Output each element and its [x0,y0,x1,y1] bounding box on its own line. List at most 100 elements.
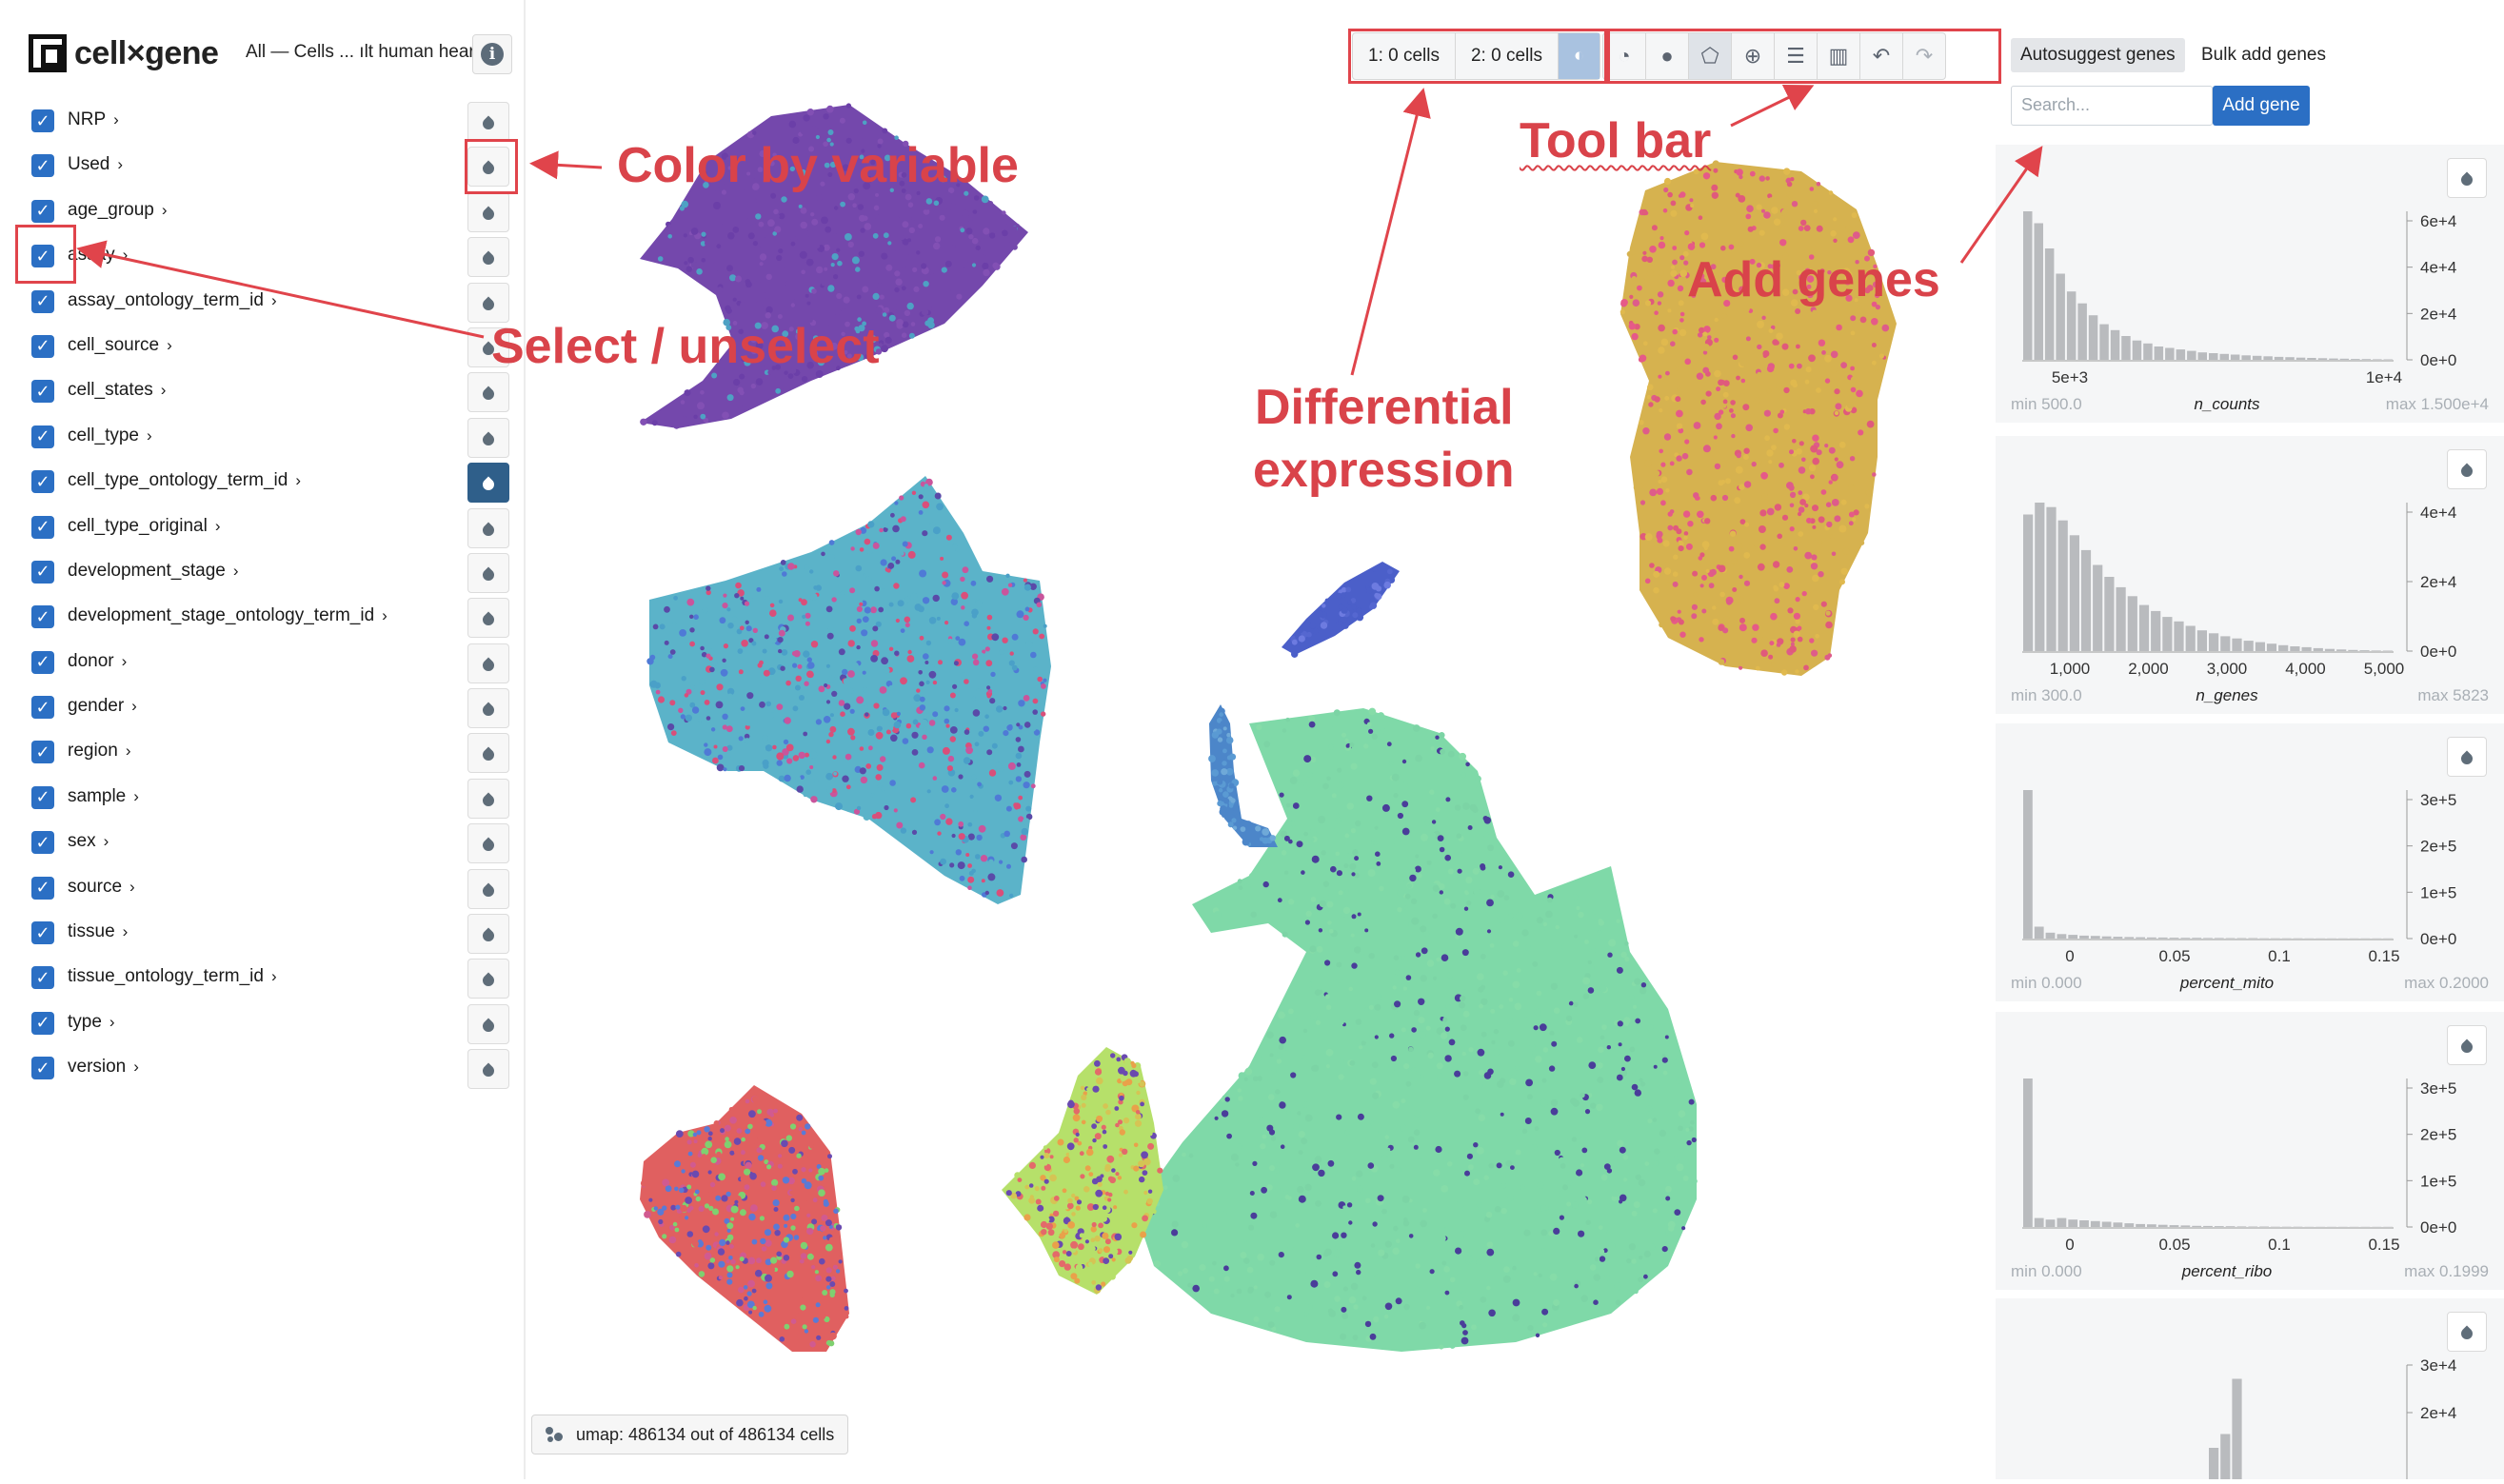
category-checkbox[interactable]: ✓ [31,1012,54,1035]
category-checkbox[interactable]: ✓ [31,109,54,132]
color-by-button[interactable] [467,779,509,819]
category-checkbox[interactable]: ✓ [31,651,54,674]
dataset-info-button[interactable]: i [472,34,512,74]
category-row[interactable]: ✓ development_stage_ontology_term_id› [0,595,524,640]
embedding-selector[interactable]: umap: 486134 out of 486134 cells [531,1415,848,1454]
category-checkbox[interactable]: ✓ [31,425,54,448]
category-row[interactable]: ✓ assay_ontology_term_id› [0,280,524,325]
category-row[interactable]: ✓ gender› [0,685,524,730]
color-by-button[interactable] [467,508,509,548]
category-row[interactable]: ✓ tissue› [0,911,524,956]
category-row[interactable]: ✓ source› [0,866,524,911]
color-by-button[interactable] [467,869,509,909]
category-label[interactable]: development_stage› [68,561,239,582]
category-checkbox[interactable]: ✓ [31,696,54,719]
color-by-button[interactable] [467,283,509,323]
color-by-button[interactable] [467,418,509,458]
histogram-color-by-button[interactable] [2447,737,2487,777]
category-checkbox[interactable]: ✓ [31,921,54,944]
category-label[interactable]: cell_type_ontology_term_id› [68,470,301,491]
category-label[interactable]: cell_type› [68,425,152,446]
category-label[interactable]: gender› [68,696,137,717]
gene-search-input[interactable] [2012,87,2212,123]
category-row[interactable]: ✓region› [0,730,524,775]
tab-bulk-add-genes[interactable]: Bulk add genes [2192,38,2335,72]
histogram-color-by-button[interactable] [2447,158,2487,198]
category-label[interactable]: sex› [68,831,109,852]
category-checkbox[interactable]: ✓ [31,877,54,900]
color-by-button[interactable] [467,688,509,728]
embedding-area[interactable]: 1: 0 cells 2: 0 cells ◐ ◔ ● ⬠ ⊕ ☰ ▥ ↶ ↷ … [526,0,1982,1479]
category-checkbox[interactable]: ✓ [31,831,54,854]
category-checkbox[interactable]: ✓ [31,380,54,403]
color-by-button[interactable] [467,102,509,142]
category-row[interactable]: ✓ cell_type_ontology_term_id› [0,460,524,505]
category-row[interactable]: ✓ sex› [0,821,524,865]
category-row[interactable]: ✓assay› [0,234,524,279]
color-by-button[interactable] [467,1049,509,1089]
category-row[interactable]: ✓ cell_type_original› [0,505,524,550]
category-label[interactable]: assay› [68,245,128,266]
histogram-color-by-button[interactable] [2447,1025,2487,1065]
color-by-button[interactable] [467,643,509,683]
category-label[interactable]: version› [68,1057,139,1078]
category-label[interactable]: NRP› [68,109,119,130]
category-row[interactable]: ✓ NRP› [0,99,524,144]
category-row[interactable]: ✓ sample› [0,776,524,821]
category-label[interactable]: donor› [68,651,127,672]
category-label[interactable]: source› [68,877,135,898]
category-row[interactable]: ✓ age_group› [0,189,524,234]
category-row[interactable]: ✓ cell_source› [0,325,524,369]
color-by-button[interactable] [467,553,509,593]
category-checkbox[interactable]: ✓ [31,605,54,628]
category-row[interactable]: ✓ Used› [0,144,524,188]
category-row[interactable]: ✓ tissue_ontology_term_id› [0,956,524,1000]
color-by-button[interactable] [467,914,509,954]
color-by-button[interactable] [467,733,509,773]
histogram-color-by-button[interactable] [2447,449,2487,489]
category-label[interactable]: cell_type_original› [68,516,221,537]
color-by-button[interactable] [467,959,509,999]
category-row[interactable]: ✓ donor› [0,641,524,685]
histogram-color-by-button[interactable] [2447,1312,2487,1352]
category-label[interactable]: cell_states› [68,380,166,401]
category-label[interactable]: development_stage_ontology_term_id› [68,605,388,626]
category-checkbox[interactable]: ✓ [31,290,54,313]
tab-autosuggest-genes[interactable]: Autosuggest genes [2011,38,2185,72]
category-checkbox[interactable]: ✓ [31,741,54,763]
category-label[interactable]: type› [68,1012,115,1033]
color-by-button[interactable] [467,598,509,638]
add-gene-button[interactable]: Add gene [2213,86,2310,126]
category-row[interactable]: ✓ cell_type› [0,415,524,460]
category-label[interactable]: tissue› [68,921,128,942]
color-by-button[interactable] [467,823,509,863]
category-row[interactable]: ✓version› [0,1046,524,1091]
dataset-title[interactable]: All — Cells ... ılt human heart [246,42,480,63]
category-checkbox[interactable]: ✓ [31,786,54,809]
category-label[interactable]: Used› [68,154,123,175]
category-checkbox[interactable]: ✓ [31,335,54,358]
category-label[interactable]: cell_source› [68,335,172,356]
category-label[interactable]: tissue_ontology_term_id› [68,966,277,987]
category-checkbox[interactable]: ✓ [31,516,54,539]
color-by-button[interactable] [467,463,509,503]
category-row[interactable]: ✓ development_stage› [0,550,524,595]
category-checkbox[interactable]: ✓ [31,200,54,223]
category-row[interactable]: ✓ cell_states› [0,369,524,414]
category-row[interactable]: ✓ type› [0,1001,524,1046]
color-by-button[interactable] [467,192,509,232]
umap-scatter-plot[interactable] [526,0,1982,1479]
category-checkbox[interactable]: ✓ [31,470,54,493]
category-checkbox[interactable]: ✓ [31,154,54,177]
color-by-button[interactable] [467,237,509,277]
category-checkbox[interactable]: ✓ [31,561,54,584]
category-label[interactable]: sample› [68,786,139,807]
category-checkbox[interactable]: ✓ [31,966,54,989]
category-label[interactable]: assay_ontology_term_id› [68,290,277,311]
category-label[interactable]: age_group› [68,200,168,221]
